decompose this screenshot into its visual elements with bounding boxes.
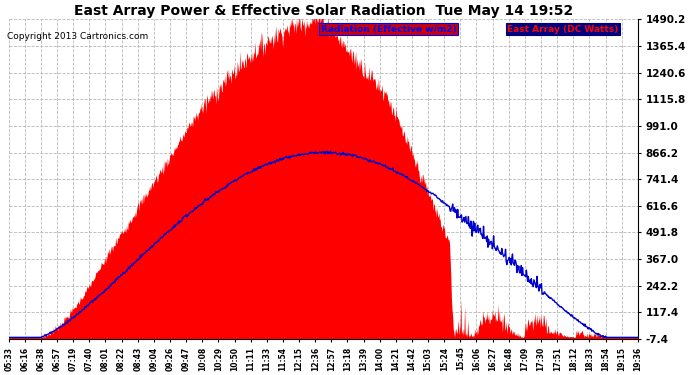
Text: Copyright 2013 Cartronics.com: Copyright 2013 Cartronics.com <box>7 32 148 41</box>
Title: East Array Power & Effective Solar Radiation  Tue May 14 19:52: East Array Power & Effective Solar Radia… <box>74 4 573 18</box>
Text: East Array (DC Watts): East Array (DC Watts) <box>507 25 618 34</box>
Text: Radiation (Effective w/m2): Radiation (Effective w/m2) <box>321 25 457 34</box>
